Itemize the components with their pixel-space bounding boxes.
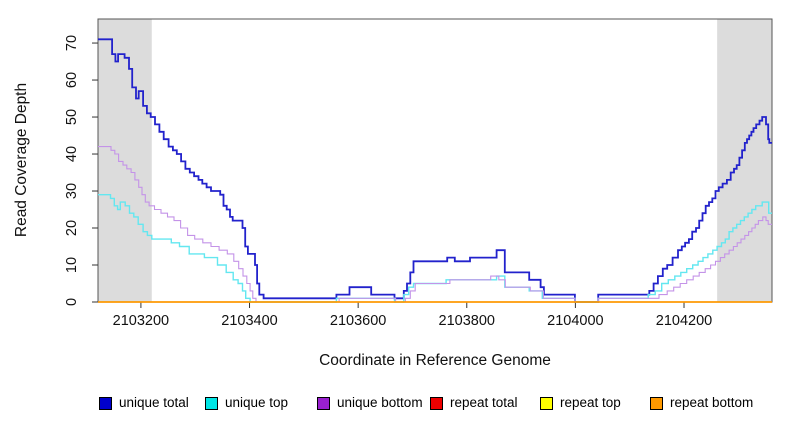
y-tick-label: 40 bbox=[64, 146, 80, 162]
legend-item-unique-bottom: unique bottom bbox=[317, 395, 423, 411]
y-tick-label: 10 bbox=[64, 257, 80, 273]
x-tick-label: 2103800 bbox=[439, 313, 495, 329]
line-unique-top bbox=[98, 194, 772, 303]
plot-area: 2103200 2103400 2103600 2103800 2104000 21042… bbox=[64, 18, 773, 329]
x-tick-label: 2103200 bbox=[113, 313, 169, 329]
legend-item-repeat-total: repeat total bbox=[430, 395, 518, 411]
line-unique-bottom bbox=[98, 146, 772, 303]
y-tick-label: 60 bbox=[64, 72, 80, 88]
y-tick-label: 70 bbox=[64, 35, 80, 51]
legend-swatch-repeat-top bbox=[540, 396, 553, 410]
legend-label: repeat total bbox=[450, 395, 518, 410]
legend-label: unique top bbox=[225, 395, 289, 410]
x-tick-label: 2104200 bbox=[656, 313, 712, 329]
legend-label: unique total bbox=[119, 395, 189, 410]
legend-label: unique bottom bbox=[337, 395, 423, 410]
y-tick-label: 20 bbox=[64, 220, 80, 236]
repeat-region-left bbox=[98, 19, 152, 302]
legend-item-repeat-bottom: repeat bottom bbox=[650, 395, 753, 411]
legend-swatch-unique-total bbox=[99, 396, 112, 410]
legend-label: repeat bottom bbox=[670, 395, 754, 410]
x-axis-title: Coordinate in Reference Genome bbox=[319, 352, 551, 369]
legend-label: repeat top bbox=[560, 395, 621, 410]
legend-swatch-repeat-total bbox=[430, 396, 443, 410]
legend-item-unique-total: unique total bbox=[99, 395, 189, 411]
x-tick-label: 2103600 bbox=[330, 313, 386, 329]
y-axis-title: Read Coverage Depth bbox=[13, 82, 30, 238]
line-unique-total bbox=[98, 38, 772, 303]
plot-border bbox=[97, 18, 773, 303]
legend-swatch-unique-top bbox=[205, 396, 218, 410]
repeat-region-right bbox=[717, 19, 772, 302]
legend-swatch-repeat-bottom bbox=[650, 396, 663, 410]
y-tick-label: 30 bbox=[64, 183, 80, 199]
x-tick-label: 2103400 bbox=[221, 313, 277, 329]
legend-item-unique-top: unique top bbox=[205, 395, 288, 411]
y-tick-label: 0 bbox=[64, 298, 80, 306]
legend-swatch-unique-bottom bbox=[317, 396, 330, 410]
legend-item-repeat-top: repeat top bbox=[540, 395, 621, 411]
x-tick-label: 2104000 bbox=[547, 313, 603, 329]
y-tick-label: 50 bbox=[64, 109, 80, 125]
legend: unique total unique top unique bottom repea… bbox=[0, 395, 792, 415]
